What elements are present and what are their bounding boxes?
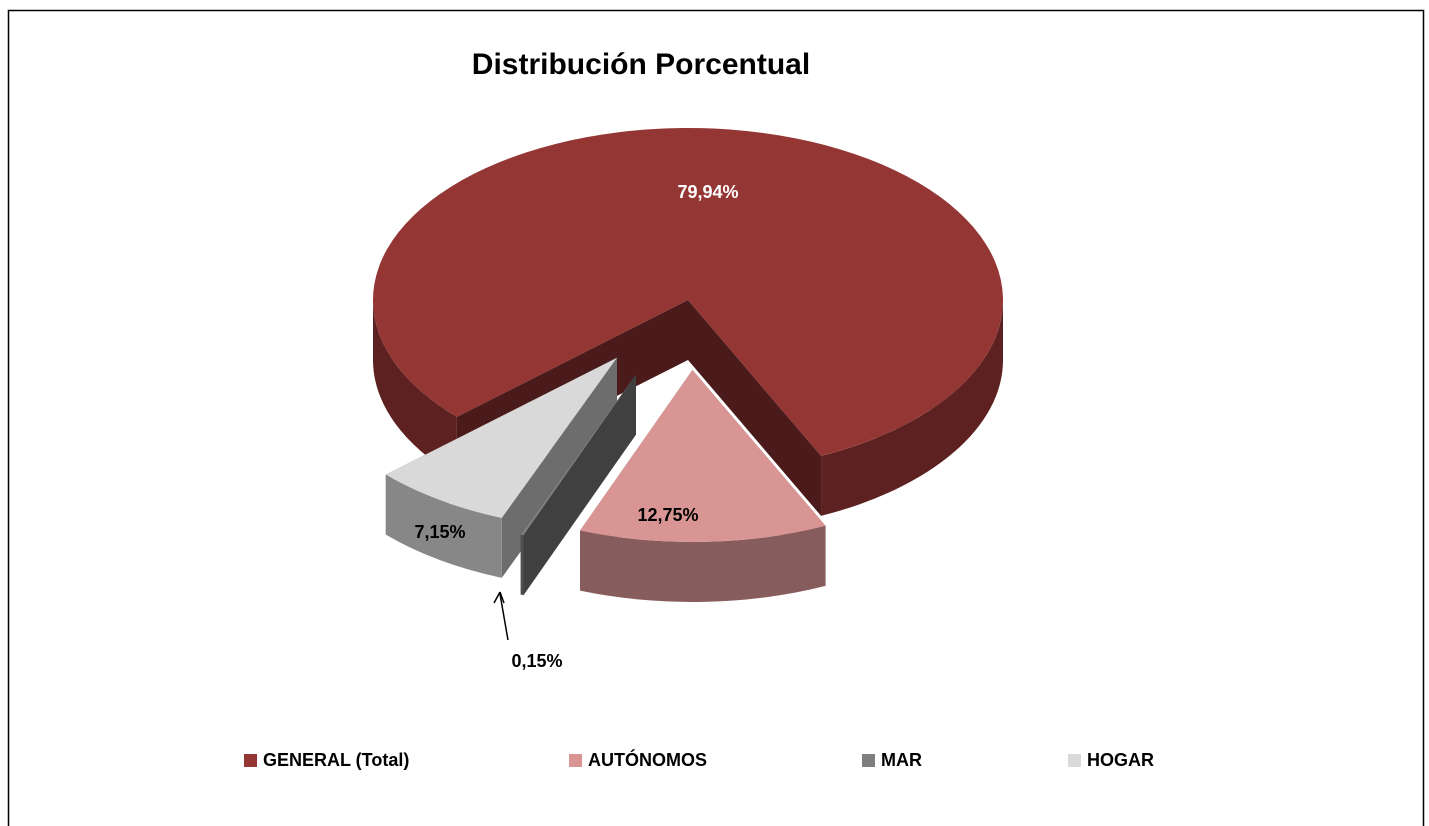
slice-side (373, 300, 457, 477)
legend-label: GENERAL (Total) (263, 750, 409, 770)
slice-side (520, 534, 524, 596)
data-label: 79,94% (677, 182, 738, 202)
slice-top (520, 374, 636, 536)
data-label: 0,15% (511, 651, 562, 671)
slice (520, 374, 636, 596)
slice-top (580, 369, 826, 542)
slice-top (372, 127, 1003, 456)
legend-swatch (862, 754, 875, 767)
slice-wall (688, 300, 822, 516)
legend-swatch (244, 754, 257, 767)
slice-side (821, 300, 1003, 516)
legend-label: HOGAR (1087, 750, 1154, 770)
slice-side (580, 525, 826, 602)
data-label: 12,75% (637, 505, 698, 525)
chart-title: Distribución Porcentual (472, 48, 810, 81)
slice-side (385, 474, 502, 578)
legend-swatch (1068, 754, 1081, 767)
legend-label: AUTÓNOMOS (588, 749, 707, 770)
label-arrow (499, 593, 509, 641)
slice-top (385, 357, 617, 518)
data-label: 7,15% (414, 522, 465, 542)
label-arrow-head (493, 591, 505, 604)
legend-swatch (569, 754, 582, 767)
slice (580, 369, 826, 602)
slice-wall (520, 374, 636, 595)
legend-label: MAR (881, 750, 922, 770)
chart-border (7, 9, 1425, 826)
